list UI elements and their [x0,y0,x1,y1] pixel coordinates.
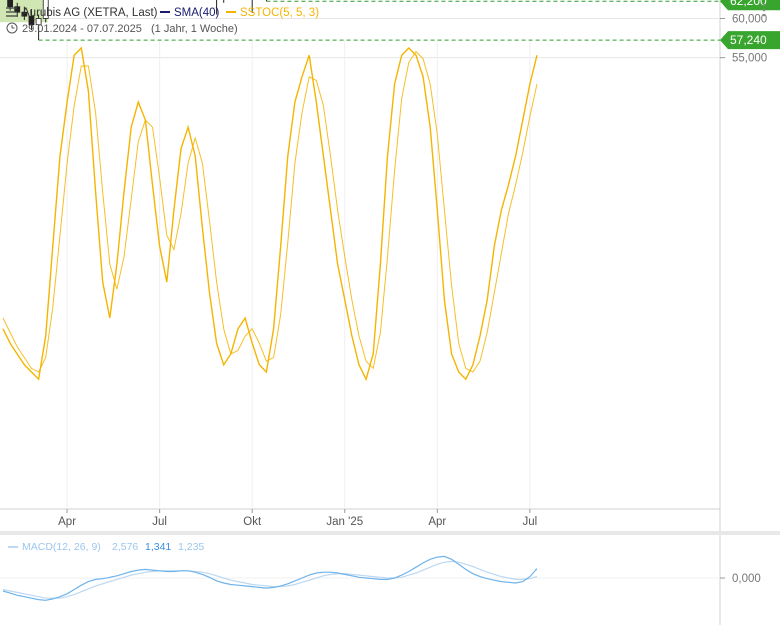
candle-body [28,15,35,26]
menu-icon[interactable] [6,7,17,17]
price-tag-label: 62,200 [730,0,767,8]
price-tag-label: 57,240 [730,33,767,47]
price-axis-ticks: 100,00090,00082,50075,00071,25063,75060,… [720,13,767,65]
sma-label: SMA(40) [174,7,220,19]
macd-panel: 0,000 [0,555,761,601]
chart-header: Aurubis AG (XETRA, Last) SMA(40) SSTOC(5… [6,3,766,35]
time-axis-ticks: Apr Jul Okt Jan '25 Apr Jul [58,509,537,528]
time-tick-label: Jul [152,516,167,528]
macd-signal-line [2,560,538,599]
price-tag-bg [720,31,780,50]
macd-value-1: 2,576 [112,541,138,553]
macd-legend: MACD(12, 26, 9) 2,576 1,341 1,235 [8,541,204,553]
macd-label: MACD(12, 26, 9) [22,541,101,553]
time-tick-label: Apr [428,516,446,528]
date-range: 29.01.2024 - 07.07.2025 [22,23,142,35]
candle-body [42,0,49,19]
time-tick-label: Apr [58,516,76,528]
candles [7,0,267,41]
panel-separator[interactable] [0,531,780,535]
sstoc-lines [2,46,538,382]
macd-line [2,555,538,601]
symbol-label: Aurubis AG (XETRA, Last) [22,7,158,19]
sstoc-k-line [2,46,538,382]
more-options-icon[interactable] [762,3,766,17]
time-tick-label: Jul [523,516,538,528]
price-level-tags: 95,45085,75079,55069,90067,35062,20057,2… [720,0,780,50]
macd-value-2: 1,341 [145,541,171,553]
clock-icon [6,22,18,34]
period-label: (1 Jahr, 1 Woche) [151,23,238,35]
sstoc-d-line [2,50,538,373]
price-tick-label: 60,000 [732,13,767,25]
macd-value-3: 1,235 [178,541,204,553]
time-tick-label: Okt [243,516,262,528]
candle-body [35,18,42,26]
price-tag-bg [720,0,780,11]
sstoc-label: SSTOC(5, 5, 3) [240,7,319,19]
candle-body [21,11,28,17]
price-tick-label: 55,000 [732,53,767,65]
time-tick-label: Jan '25 [326,516,363,528]
price-grid [0,17,720,509]
candle-body [14,6,21,13]
macd-tick-label: 0,000 [732,573,761,585]
candle-body [7,0,14,8]
price-levels [38,0,720,41]
